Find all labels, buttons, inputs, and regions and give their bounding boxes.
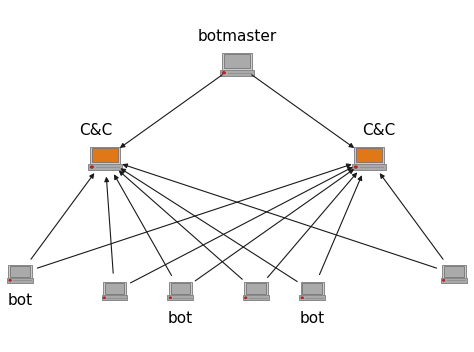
Bar [224,54,250,68]
Bar [220,70,254,76]
Bar [300,295,325,300]
Bar [352,164,386,170]
Bar [246,283,266,294]
Bar [444,266,464,277]
Bar [441,278,467,283]
Bar [105,283,124,294]
Bar [88,164,122,170]
Bar [9,265,32,278]
Bar [356,148,382,162]
Circle shape [103,297,106,299]
Circle shape [442,279,445,281]
Text: bot: bot [168,311,193,326]
Bar [167,295,193,300]
Bar [171,283,191,294]
Circle shape [9,279,11,281]
Circle shape [90,166,93,168]
Bar [92,148,118,162]
Text: bot: bot [300,311,325,326]
Bar [302,283,322,294]
Bar [222,52,252,70]
Bar [244,282,268,295]
Bar [103,282,126,295]
Bar [101,295,128,300]
Circle shape [301,297,303,299]
Circle shape [354,166,357,168]
Circle shape [245,297,247,299]
Text: C&C: C&C [79,123,112,138]
Bar [10,266,30,277]
Bar [442,265,465,278]
Text: botmaster: botmaster [197,29,277,44]
Bar [7,278,33,283]
Bar [354,147,384,164]
Circle shape [169,297,172,299]
Bar [169,282,192,295]
Text: bot: bot [8,293,33,308]
Bar [301,282,324,295]
Bar [243,295,269,300]
Bar [90,147,120,164]
Text: C&C: C&C [362,123,395,138]
Circle shape [222,71,226,74]
